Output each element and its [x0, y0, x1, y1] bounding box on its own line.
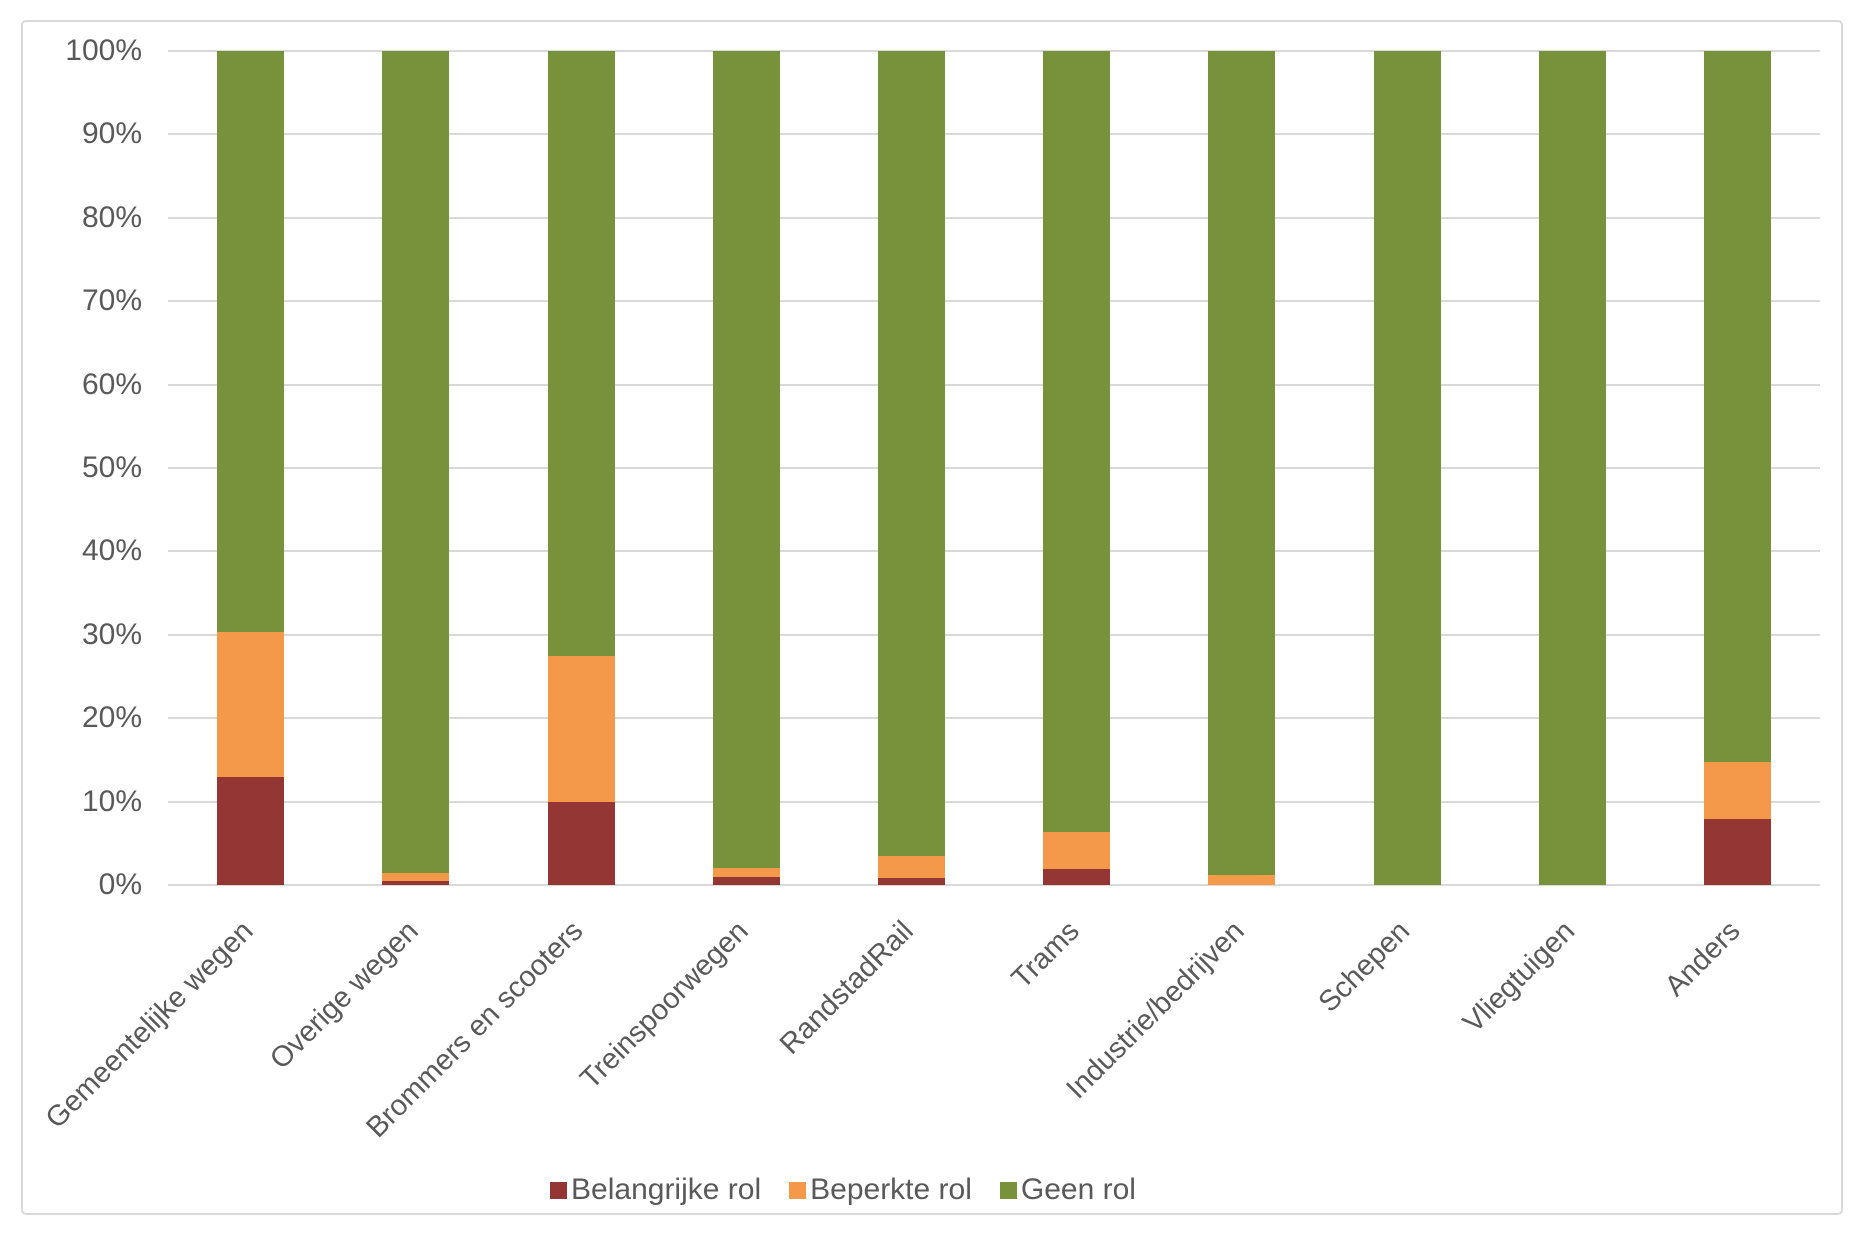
gridline-20%: [168, 717, 1820, 720]
plot-area: [168, 50, 1820, 886]
bar-segment-Beperkte rol: [877, 855, 945, 878]
bar-segment-Geen rol: [217, 51, 285, 633]
bar-segment-Belangrijke rol: [712, 876, 780, 885]
bar-Trams: [994, 51, 1159, 885]
bar-segment-Beperkte rol: [382, 872, 450, 881]
gridline-40%: [168, 550, 1820, 553]
bar-segment-Beperkte rol: [217, 632, 285, 777]
chart-frame: 0% 10% 20% 30% 40% 50% 60% 70% 80% 90% 100% Gemeen…: [21, 20, 1843, 1215]
legend-swatch-icon: [999, 1181, 1017, 1199]
legend-item-Geen rol: Geen rol: [999, 1172, 1136, 1208]
gridline-70%: [168, 300, 1820, 303]
bar-segment-Beperkte rol: [547, 655, 615, 802]
bar-segment-Geen rol: [547, 51, 615, 656]
x-category-label-Treinspoorwegen: Treinspoorwegen: [574, 915, 755, 1096]
bar-Vliegtuigen: [1490, 51, 1655, 885]
bar-RandstadRail: [829, 51, 994, 885]
legend-swatch-icon: [789, 1181, 807, 1199]
bar-segment-Geen rol: [877, 51, 945, 856]
bar-segment-Geen rol: [712, 51, 780, 868]
y-tick-label-30%: 30%: [81, 617, 142, 651]
x-category-label-Vliegtuigen: Vliegtuigen: [1456, 915, 1581, 1040]
y-tick-label-60%: 60%: [81, 367, 142, 401]
bar-segment-Geen rol: [1043, 51, 1111, 833]
legend-label: Geen rol: [1020, 1173, 1136, 1206]
bar-Brommers en scooters: [498, 51, 663, 885]
bar-segment-Geen rol: [1373, 51, 1441, 885]
bar-Anders: [1655, 51, 1820, 885]
legend-item-Belangrijke rol: Belangrijke rol: [550, 1172, 761, 1208]
x-category-label-Anders: Anders: [1658, 915, 1747, 1003]
bar-segment-Belangrijke rol: [1043, 869, 1111, 885]
y-tick-label-0%: 0%: [98, 868, 142, 901]
legend-label: Beperkte rol: [810, 1173, 972, 1206]
gridline-100%: [168, 50, 1820, 52]
bar-segment-Geen rol: [1703, 51, 1771, 763]
x-category-label-Industrie/bedrijven: Industrie/bedrijven: [1060, 915, 1251, 1106]
bar-segment-Belangrijke rol: [877, 877, 945, 885]
gridline-80%: [168, 216, 1820, 219]
bar-segment-Belangrijke rol: [217, 776, 285, 885]
bar-segment-Beperkte rol: [1208, 875, 1276, 885]
bar-segment-Beperkte rol: [1043, 832, 1111, 870]
legend-swatch-icon: [550, 1181, 568, 1199]
y-tick-label-100%: 100%: [65, 34, 142, 67]
gridline-10%: [168, 800, 1820, 803]
bar-segment-Geen rol: [382, 51, 450, 873]
y-tick-label-90%: 90%: [81, 117, 142, 151]
x-category-label-Overige wegen: Overige wegen: [263, 915, 425, 1076]
legend: Belangrijke rol Beperkte rol Geen rol: [23, 1168, 1663, 1212]
bar-segment-Beperkte rol: [1703, 762, 1771, 820]
y-tick-label-70%: 70%: [81, 284, 142, 318]
x-category-label-Trams: Trams: [1005, 915, 1086, 995]
legend-item-Beperkte rol: Beperkte rol: [789, 1172, 972, 1208]
bar-Schepen: [1324, 51, 1489, 885]
bar-segment-Geen rol: [1538, 51, 1606, 885]
y-tick-label-10%: 10%: [81, 784, 142, 818]
gridline-30%: [168, 633, 1820, 636]
y-tick-label-40%: 40%: [81, 534, 142, 568]
bar-segment-Geen rol: [1208, 51, 1276, 875]
bar-segment-Belangrijke rol: [1703, 819, 1771, 885]
bar-Overige wegen: [333, 51, 498, 885]
y-tick-label-20%: 20%: [81, 701, 142, 735]
bar-segment-Beperkte rol: [712, 867, 780, 877]
bars-layer: [168, 51, 1820, 885]
gridline-0%: [168, 884, 1820, 886]
gridline-90%: [168, 133, 1820, 136]
x-category-label-Gemeentelijke wegen: Gemeentelijke wegen: [39, 915, 260, 1135]
y-tick-label-50%: 50%: [81, 451, 142, 484]
x-category-label-RandstadRail: RandstadRail: [774, 915, 921, 1061]
bar-Treinspoorwegen: [664, 51, 829, 885]
gridline-60%: [168, 383, 1820, 386]
bar-Industrie/bedrijven: [1159, 51, 1324, 885]
gridline-50%: [168, 467, 1820, 469]
y-tick-label-80%: 80%: [81, 200, 142, 234]
bar-segment-Belangrijke rol: [382, 880, 450, 885]
legend-label: Belangrijke rol: [571, 1173, 762, 1206]
bar-Gemeentelijke wegen: [168, 51, 333, 885]
x-category-label-Schepen: Schepen: [1312, 915, 1416, 1019]
bar-segment-Belangrijke rol: [547, 801, 615, 885]
